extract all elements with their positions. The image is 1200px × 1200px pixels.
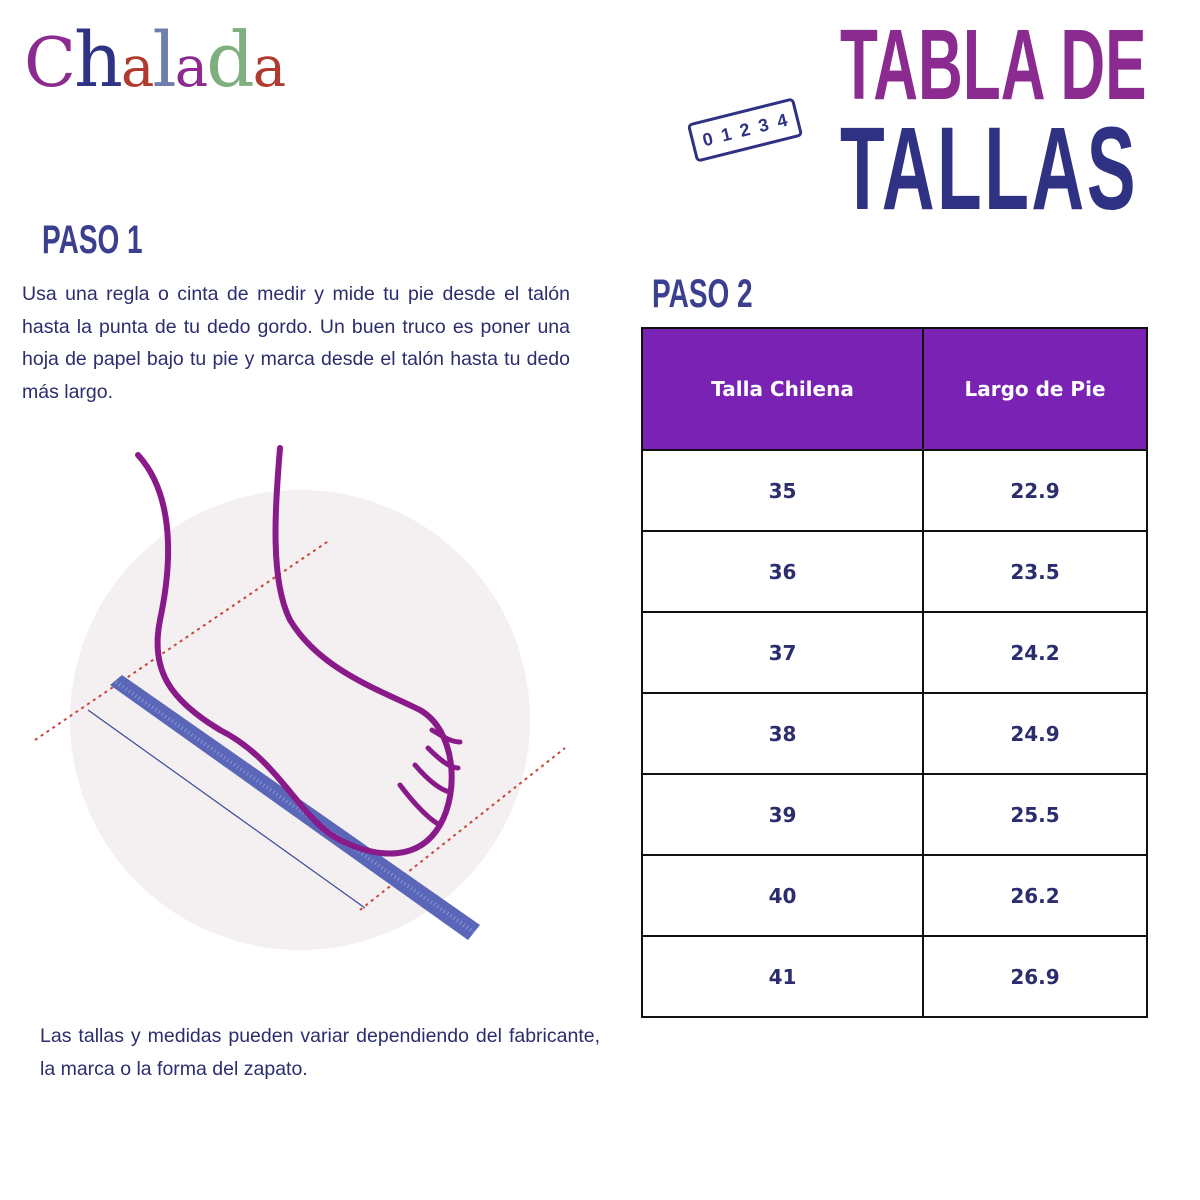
page-title: TABLA DE TALLAS bbox=[840, 9, 1147, 235]
foot-outline bbox=[135, 445, 455, 857]
length-cell: 23.5 bbox=[922, 530, 1148, 613]
ruler-digit: 4 bbox=[774, 109, 790, 132]
chalada-logo: Chalada bbox=[24, 15, 286, 104]
logo-letter: a bbox=[252, 35, 286, 100]
size-table: Talla Chilena Largo de Pie 35 22.9 36 23.5… bbox=[641, 327, 1148, 1018]
logo-letter: a bbox=[174, 35, 208, 100]
table-row: 35 22.9 bbox=[641, 449, 1148, 532]
table-row: 41 26.9 bbox=[641, 935, 1148, 1018]
title-line-1: TABLA DE bbox=[840, 9, 1147, 121]
size-cell: 38 bbox=[641, 692, 924, 775]
logo-letter: d bbox=[206, 15, 255, 104]
table-row: 37 24.2 bbox=[641, 611, 1148, 694]
ruler-digit: 0 bbox=[700, 127, 715, 150]
logo-letter: a bbox=[120, 35, 154, 100]
size-cell: 35 bbox=[641, 449, 924, 532]
length-cell: 26.2 bbox=[922, 854, 1148, 937]
table-row: 40 26.2 bbox=[641, 854, 1148, 937]
measure-arrow bbox=[87, 709, 366, 909]
size-cell: 37 bbox=[641, 611, 924, 694]
table-header-row: Talla Chilena Largo de Pie bbox=[641, 327, 1148, 451]
logo-letter: l bbox=[152, 15, 176, 104]
length-cell: 26.9 bbox=[922, 935, 1148, 1018]
foot-measure-illustration bbox=[34, 445, 566, 950]
length-cell: 24.9 bbox=[922, 692, 1148, 775]
length-cell: 22.9 bbox=[922, 449, 1148, 532]
size-cell: 36 bbox=[641, 530, 924, 613]
table-row: 38 24.9 bbox=[641, 692, 1148, 775]
ruler-digit: 2 bbox=[737, 118, 753, 141]
table-row: 39 25.5 bbox=[641, 773, 1148, 856]
table-row: 36 23.5 bbox=[641, 530, 1148, 613]
size-cell: 41 bbox=[641, 935, 924, 1018]
length-cell: 25.5 bbox=[922, 773, 1148, 856]
logo-letter: C bbox=[24, 24, 76, 103]
ruler-icon bbox=[110, 675, 480, 940]
logo-letter: h bbox=[74, 15, 123, 104]
step2-heading: PASO 2 bbox=[652, 272, 753, 316]
title-line-2: TALLAS bbox=[840, 103, 1138, 235]
background-circle bbox=[70, 490, 530, 950]
length-cell: 24.2 bbox=[922, 611, 1148, 694]
toes-outline bbox=[397, 727, 463, 828]
ruler-digit: 1 bbox=[718, 123, 734, 146]
column-header-length: Largo de Pie bbox=[922, 327, 1148, 451]
sizing-disclaimer: Las tallas y medidas pueden variar depen… bbox=[40, 1025, 600, 1080]
step1-heading: PASO 1 bbox=[42, 218, 143, 262]
ruler-icon: 0 1 2 3 4 bbox=[686, 97, 804, 163]
size-cell: 40 bbox=[641, 854, 924, 937]
step1-instructions: Usa una regla o cinta de medir y mide tu… bbox=[22, 283, 570, 403]
ruler-digit: 3 bbox=[756, 113, 771, 136]
size-cell: 39 bbox=[641, 773, 924, 856]
column-header-size: Talla Chilena bbox=[641, 327, 924, 451]
